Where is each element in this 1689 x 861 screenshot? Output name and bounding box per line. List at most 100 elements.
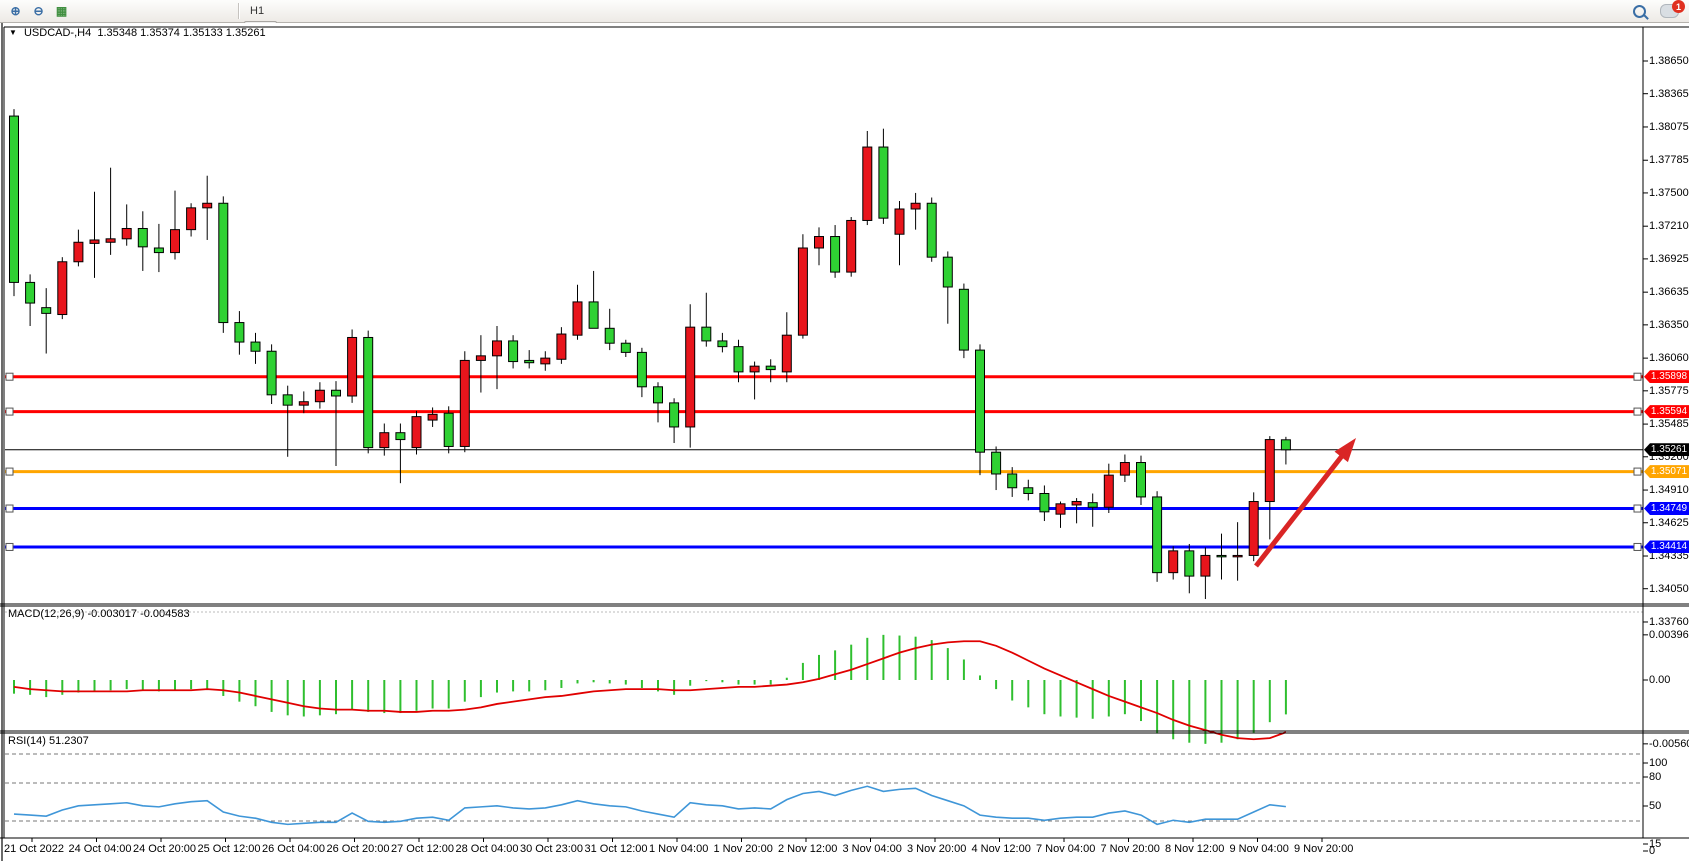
- candle-body: [910, 202, 921, 210]
- candle-body: [588, 301, 599, 329]
- date-tick-label: 1 Nov 04:00: [649, 843, 709, 855]
- price-tick-label: 1.35485: [1649, 418, 1689, 431]
- macd-indicator-label: MACD(12,26,9) -0.003017 -0.004583: [8, 608, 190, 620]
- candle-body: [57, 261, 68, 316]
- candle-body: [363, 336, 374, 449]
- date-tick-label: 9 Nov 04:00: [1229, 843, 1289, 855]
- candle-body: [379, 432, 390, 449]
- candle-body: [314, 389, 325, 403]
- candles-layer: [9, 109, 1291, 600]
- rsi-tick-label: 100: [1649, 757, 1668, 769]
- window-left-edge: [1, 23, 3, 861]
- timeframe-button-H1[interactable]: H1: [250, 5, 265, 17]
- notification-count-badge: 1: [1672, 0, 1685, 13]
- symbol-ohlc-values: 1.35348 1.35374 1.35133 1.35261: [97, 27, 266, 39]
- line-handle[interactable]: [5, 372, 14, 381]
- price-badge: 1.34414: [1644, 540, 1689, 554]
- line-handle[interactable]: [1633, 372, 1642, 381]
- candle-body: [1023, 487, 1034, 494]
- price-tick-label: 1.34050: [1649, 582, 1689, 595]
- tile-windows-button[interactable]: ▦: [51, 1, 72, 22]
- candle-body: [1232, 554, 1243, 558]
- price-badge: 1.35071: [1644, 465, 1689, 479]
- candle-body: [459, 359, 470, 447]
- candle-body: [202, 202, 213, 209]
- candle-body: [765, 365, 776, 371]
- tile-windows-icon: ▦: [55, 3, 68, 18]
- candle-body: [572, 301, 583, 336]
- date-tick-label: 30 Oct 23:00: [520, 843, 583, 855]
- price-tick-label: 1.33760: [1649, 615, 1689, 628]
- candle-body: [9, 115, 19, 283]
- macd-signal-line: [13, 640, 1287, 741]
- line-handle[interactable]: [5, 467, 14, 476]
- line-handle[interactable]: [5, 542, 14, 551]
- candle-body: [926, 202, 937, 258]
- line-handle[interactable]: [1633, 504, 1642, 513]
- candle-body: [636, 351, 647, 388]
- date-tick-label: 24 Oct 20:00: [133, 843, 196, 855]
- line-handle[interactable]: [5, 504, 14, 513]
- line-handle[interactable]: [5, 407, 14, 416]
- candle-body: [975, 349, 985, 453]
- price-tick-label: 1.36925: [1649, 252, 1689, 265]
- date-tick-label: 21 Oct 2022: [4, 843, 64, 855]
- date-tick-label: 27 Oct 12:00: [391, 843, 454, 855]
- candle-body: [1103, 474, 1114, 508]
- candle-body: [443, 412, 454, 447]
- date-tick-label: 28 Oct 04:00: [455, 843, 519, 855]
- candle-body: [218, 202, 229, 324]
- rsi-tick-label: 80: [1649, 771, 1662, 783]
- candle-body: [830, 236, 841, 273]
- candle-body: [1007, 473, 1018, 489]
- date-tick-label: 4 Nov 12:00: [971, 843, 1031, 855]
- candle-body: [1152, 496, 1163, 574]
- candle-body: [669, 402, 680, 428]
- candle-body: [137, 227, 148, 248]
- candle-body: [846, 219, 857, 273]
- candle-body: [105, 238, 116, 243]
- candle-body: [717, 340, 728, 348]
- candle-body: [1039, 492, 1050, 513]
- candle-body: [1136, 462, 1146, 498]
- price-tick-label: 1.35775: [1649, 384, 1689, 397]
- candle-body: [991, 451, 1002, 475]
- horizontal-line-objects[interactable]: [5, 372, 1643, 551]
- rsi-tick-label: 50: [1649, 800, 1662, 812]
- rsi-line: [13, 785, 1286, 826]
- zoom-in-button[interactable]: ⊕: [5, 1, 26, 22]
- candle-body: [186, 207, 197, 231]
- macd-tick-label: 0.003961: [1649, 628, 1689, 641]
- search-icon[interactable]: [1633, 4, 1646, 18]
- zoom-out-icon: ⊖: [33, 3, 44, 18]
- price-tick-label: 1.36060: [1649, 352, 1689, 365]
- candle-body: [475, 355, 486, 361]
- symbol-title[interactable]: ▼ USDCAD-,H4 1.35348 1.35374 1.35133 1.3…: [9, 27, 266, 39]
- candle-body: [298, 401, 309, 406]
- date-tick-label: 9 Nov 20:00: [1294, 843, 1354, 855]
- candle-body: [1071, 501, 1082, 506]
- zoom-out-button[interactable]: ⊖: [28, 1, 49, 22]
- candle-body: [862, 146, 873, 221]
- candle-body: [153, 247, 164, 254]
- candle-body: [266, 350, 277, 396]
- line-handle[interactable]: [1633, 542, 1642, 551]
- trend-arrow-object[interactable]: [1254, 438, 1356, 568]
- candle-body: [1216, 554, 1227, 558]
- candle-body: [41, 307, 52, 314]
- price-tick-label: 1.37210: [1649, 220, 1689, 233]
- price-tick-label: 1.34910: [1649, 484, 1689, 497]
- macd-tick-label: 0.00: [1649, 674, 1671, 686]
- candle-body: [749, 365, 760, 373]
- date-tick-label: 31 Oct 12:00: [584, 843, 648, 855]
- notifications-icon[interactable]: 1: [1660, 0, 1685, 18]
- line-handle[interactable]: [1633, 407, 1642, 416]
- line-handle[interactable]: [1633, 467, 1642, 476]
- date-tick-label: 2 Nov 12:00: [778, 843, 838, 855]
- candle-body: [942, 256, 953, 288]
- price-tick-label: 1.37500: [1649, 186, 1689, 199]
- chevron-down-icon[interactable]: ▼: [9, 28, 17, 37]
- candle-body: [1184, 550, 1195, 577]
- rsi-indicator-label: RSI(14) 51.2307: [8, 735, 89, 747]
